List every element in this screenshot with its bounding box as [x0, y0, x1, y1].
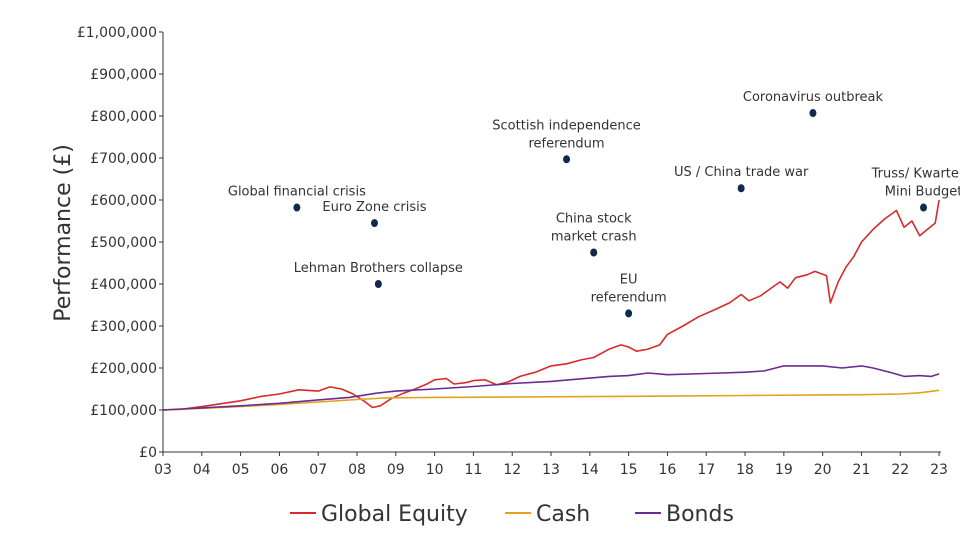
x-tick-label: 04: [193, 462, 211, 478]
event-marker: [920, 203, 928, 212]
x-tick-label: 11: [465, 462, 483, 478]
legend: Global Equity Cash Bonds: [290, 502, 734, 527]
y-tick-label: £800,000: [90, 109, 157, 125]
event-label: EU: [620, 272, 638, 287]
x-tick-label: 10: [426, 462, 444, 478]
y-tick-label: £300,000: [90, 319, 157, 335]
y-tick-label: £400,000: [90, 277, 157, 293]
event-marker: [563, 155, 571, 164]
event-label: Coronavirus outbreak: [743, 90, 884, 105]
x-tick-label: 08: [348, 462, 366, 478]
event-label: Scottish independence: [492, 118, 641, 133]
event-label: referendum: [591, 290, 667, 305]
event-marker: [625, 309, 633, 318]
x-tick-label: 20: [814, 462, 832, 478]
x-tick-label: 18: [736, 462, 754, 478]
y-axis-label: Performance (£): [51, 144, 76, 322]
event-label: Mini Budget: [885, 185, 960, 200]
x-tick-label: 12: [503, 462, 521, 478]
annotations: Global financial crisis Lehman Brothers c…: [228, 90, 960, 318]
legend-label: Bonds: [666, 502, 734, 527]
x-tick-label: 19: [775, 462, 793, 478]
y-tick-label: £200,000: [90, 361, 157, 377]
x-tick-label: 23: [930, 462, 948, 478]
x-tick-label: 21: [853, 462, 871, 478]
x-tick-label: 17: [697, 462, 715, 478]
series-line-global-equity: [162, 199, 940, 411]
y-tick-label: £1,000,000: [77, 25, 157, 41]
x-tick-label: 03: [154, 462, 172, 478]
axes: £0 £100,000 £200,000 £300,000 £400,000 £500,0…: [77, 25, 948, 478]
legend-label: Global Equity: [321, 502, 468, 527]
series-line-cash: [162, 389, 940, 411]
event-label: Global financial crisis: [228, 185, 366, 200]
x-tick-label: 06: [270, 462, 288, 478]
x-tick-label: 14: [581, 462, 599, 478]
legend-label: Cash: [536, 502, 590, 527]
series-line-bonds: [162, 365, 940, 411]
x-tick-label: 15: [620, 462, 638, 478]
x-tick-label: 16: [659, 462, 677, 478]
event-marker: [590, 248, 598, 257]
event-label: US / China trade war: [674, 165, 809, 180]
y-tick-label: £700,000: [90, 151, 157, 167]
y-tick-label: £0: [139, 445, 157, 461]
y-tick-label: £600,000: [90, 193, 157, 209]
event-marker: [370, 219, 378, 228]
event-label: Euro Zone crisis: [322, 200, 426, 215]
event-marker: [293, 203, 301, 212]
event-marker: [374, 280, 382, 288]
x-tick-label: 07: [309, 462, 327, 478]
y-tick-label: £900,000: [90, 67, 157, 83]
event-label: market crash: [551, 230, 637, 245]
event-label: Truss/ Kwarteng: [871, 167, 960, 182]
series-layer: [162, 199, 940, 411]
event-marker: [809, 109, 817, 118]
event-label: China stock: [556, 212, 632, 227]
y-tick-label: £100,000: [90, 403, 157, 419]
event-marker: [737, 184, 745, 193]
x-tick-label: 09: [387, 462, 405, 478]
y-tick-label: £500,000: [90, 235, 157, 251]
event-label: Lehman Brothers collapse: [294, 261, 463, 276]
event-label: referendum: [529, 136, 605, 151]
x-tick-label: 22: [891, 462, 909, 478]
x-tick-label: 05: [232, 462, 250, 478]
x-tick-label: 13: [542, 462, 560, 478]
